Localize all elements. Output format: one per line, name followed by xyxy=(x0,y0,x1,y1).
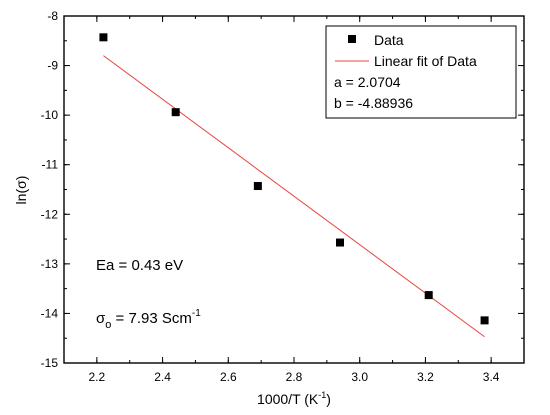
data-points xyxy=(99,33,489,325)
legend-box xyxy=(325,25,517,119)
legend-fit-label: Linear fit of Data xyxy=(374,53,477,69)
sigma-annotation: σo = 7.93 Scm-1 xyxy=(96,308,201,331)
x-tick-labels: 2.2 2.4 2.6 2.8 3.0 3.2 3.4 xyxy=(89,370,500,384)
fit-line-group xyxy=(103,55,485,338)
x-tick-label: 2.2 xyxy=(89,370,106,384)
y-tick-label: -14 xyxy=(41,306,59,320)
axis-ticks xyxy=(63,15,525,364)
legend-a-value: a = 2.0704 xyxy=(334,74,401,90)
x-tick-label: 2.8 xyxy=(286,370,303,384)
y-tick-label: -12 xyxy=(41,207,59,221)
y-tick-label: -11 xyxy=(42,158,59,172)
data-point xyxy=(99,33,108,42)
data-point xyxy=(171,108,180,117)
legend-b-value: b = -4.88936 xyxy=(334,95,413,111)
legend-data-marker xyxy=(348,35,356,43)
x-tick-label: 3.2 xyxy=(417,370,434,384)
x-tick-label: 3.4 xyxy=(483,370,500,384)
x-axis-title: 1000/T (K-1) xyxy=(257,390,331,407)
data-point xyxy=(424,291,433,300)
x-tick-label: 2.4 xyxy=(154,370,171,384)
data-point xyxy=(253,182,262,191)
y-tick-label: -8 xyxy=(47,9,58,23)
data-point xyxy=(336,238,344,247)
legend: Data Linear fit of Data a = 2.0704 b = -… xyxy=(325,25,517,119)
y-tick-label: -10 xyxy=(41,108,59,122)
legend-data-label: Data xyxy=(374,32,404,48)
y-axis-title: ln(σ) xyxy=(13,176,29,205)
data-point xyxy=(480,316,489,325)
y-tick-labels: -8 -9 -10 -11 -12 -13 -14 -15 xyxy=(41,9,59,370)
y-tick-label: -9 xyxy=(47,59,58,73)
activation-energy-annotation: Ea = 0.43 eV xyxy=(96,257,183,274)
y-tick-label: -15 xyxy=(41,356,59,370)
y-tick-label: -13 xyxy=(41,257,59,271)
linear-fit-line xyxy=(103,55,485,338)
x-tick-label: 3.0 xyxy=(351,370,368,384)
x-tick-label: 2.6 xyxy=(220,370,237,384)
